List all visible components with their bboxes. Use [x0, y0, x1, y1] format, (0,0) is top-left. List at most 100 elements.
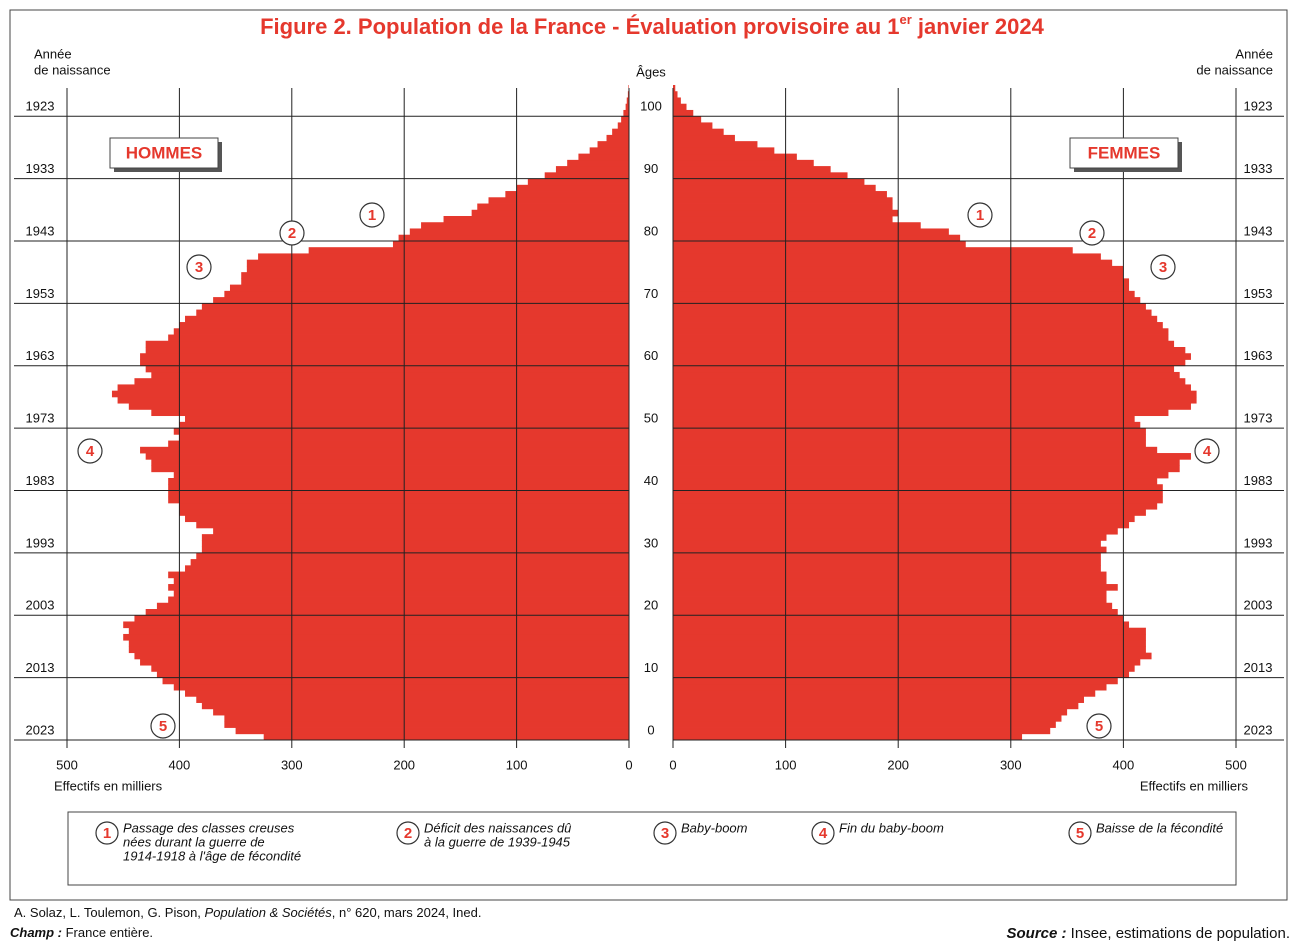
bar [673, 440, 1146, 448]
bar [196, 309, 629, 317]
bar [673, 297, 1141, 304]
legend-text: nées durant la guerre de [123, 834, 265, 849]
legend-text: Baisse de la fécondité [1096, 820, 1223, 835]
y2-label: de naissance [1196, 62, 1273, 77]
bar [140, 353, 629, 360]
bar [673, 134, 735, 142]
bar [201, 702, 629, 710]
legend-text: Fin du baby-boom [839, 820, 944, 835]
x-label: Effectifs en milliers [1140, 778, 1249, 793]
bar [145, 340, 629, 348]
bar [241, 272, 629, 279]
bar [673, 627, 1146, 635]
x-tick-label: 300 [281, 757, 303, 772]
legend-text: Déficit des naissances dû [424, 820, 571, 835]
bar [443, 216, 629, 223]
y2-tick-label: 2013 [26, 660, 55, 675]
bar [673, 403, 1191, 410]
bar [398, 234, 629, 242]
bar [673, 384, 1191, 392]
bar [673, 365, 1175, 373]
annotation-marker [359, 202, 385, 228]
bar [673, 584, 1118, 591]
bar [673, 602, 1113, 610]
y-tick-label: 0 [647, 722, 654, 737]
bar [516, 184, 629, 192]
annotation-number: 2 [288, 225, 296, 242]
bar [173, 328, 629, 335]
bar [673, 727, 1051, 735]
y2-tick-label: 2003 [1244, 598, 1273, 613]
bar [168, 484, 629, 491]
bar [673, 708, 1068, 716]
y2-tick-label: 1993 [1244, 535, 1273, 550]
bar [673, 178, 865, 186]
bar [673, 534, 1107, 541]
bar [151, 409, 630, 417]
bar [673, 253, 1101, 261]
bar [673, 434, 1146, 441]
bar [140, 446, 629, 454]
bar [673, 359, 1186, 367]
y2-tick-label: 1933 [26, 161, 55, 176]
y2-tick-label: 1923 [1244, 99, 1273, 114]
bar [673, 502, 1158, 510]
bar [145, 347, 629, 354]
bar [673, 415, 1135, 423]
bar [224, 715, 630, 722]
bar [117, 384, 629, 392]
bar [673, 459, 1180, 466]
bar [606, 134, 629, 142]
panel-label: HOMMES [126, 143, 203, 162]
bar [196, 521, 629, 529]
bar [673, 315, 1158, 323]
bar [673, 322, 1163, 329]
y2-label: Année [1235, 46, 1273, 61]
bar [673, 328, 1169, 335]
bar [673, 478, 1158, 485]
bar [168, 478, 629, 485]
bar [151, 459, 630, 466]
x-tick-label: 400 [1113, 757, 1135, 772]
bar [673, 683, 1107, 691]
y2-tick-label: 2023 [1244, 722, 1273, 737]
annotation-marker [1150, 254, 1176, 280]
bar [673, 340, 1175, 348]
bar [673, 172, 848, 179]
y-tick-label: 40 [644, 473, 658, 488]
footer-credit: A. Solaz, L. Toulemon, G. Pison, Populat… [14, 905, 481, 920]
bar [168, 440, 629, 448]
bar [168, 496, 629, 504]
bar [673, 122, 713, 130]
bar [673, 577, 1107, 585]
annotation-number: 5 [1095, 718, 1103, 735]
bar [673, 141, 758, 148]
bar [168, 490, 629, 498]
bar [123, 633, 629, 641]
bar [673, 633, 1146, 641]
bar [673, 334, 1169, 342]
bar [258, 253, 629, 261]
y-tick-label: 70 [644, 286, 658, 301]
x-label: Effectifs en milliers [54, 778, 163, 793]
bar [168, 571, 629, 579]
bar [673, 159, 814, 167]
champ-label: Champ : [10, 925, 62, 940]
bar [673, 521, 1130, 529]
bar [673, 596, 1107, 604]
x-tick-label: 500 [56, 757, 78, 772]
y-tick-label: 80 [644, 223, 658, 238]
bar [673, 166, 831, 173]
bar [673, 247, 1073, 254]
legend-number: 3 [661, 825, 669, 842]
y2-tick-label: 1933 [1244, 161, 1273, 176]
bar [185, 690, 629, 697]
bar [567, 159, 629, 167]
y2-tick-label: 1923 [26, 99, 55, 114]
legend-number: 4 [819, 825, 828, 842]
bar [673, 97, 681, 105]
bar [673, 222, 921, 229]
bar [673, 290, 1135, 298]
bar [128, 640, 629, 647]
y-tick-label: 30 [644, 535, 658, 550]
